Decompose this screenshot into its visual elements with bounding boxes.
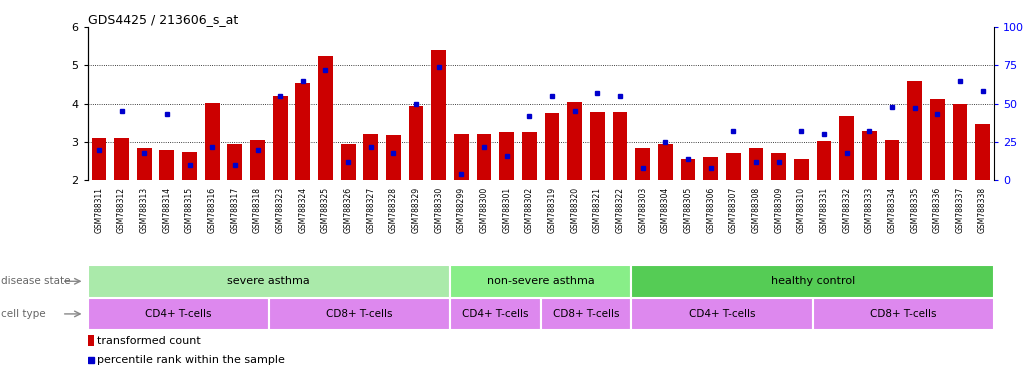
Bar [541,298,631,330]
Bar [269,298,450,330]
Text: healthy control: healthy control [770,276,855,286]
Bar [907,81,922,180]
Text: CD8+ T-cells: CD8+ T-cells [870,309,936,319]
Bar [794,159,809,180]
Bar [885,140,899,180]
Bar [817,141,831,180]
Text: non-severe asthma: non-severe asthma [487,276,594,286]
Bar [953,104,967,180]
Bar [522,132,537,180]
Bar [364,134,378,180]
Bar [318,56,333,180]
Text: CD8+ T-cells: CD8+ T-cells [553,309,619,319]
Bar [749,148,763,180]
Bar [636,148,650,180]
Bar [681,159,695,180]
Bar [454,134,469,180]
Bar [228,144,242,180]
Text: CD4+ T-cells: CD4+ T-cells [145,309,211,319]
Bar [296,83,310,180]
Bar [975,124,990,180]
Text: disease state: disease state [1,276,70,286]
Bar [450,265,631,298]
Bar [92,138,106,180]
Bar [88,335,94,346]
Bar [386,135,401,180]
Text: CD4+ T-cells: CD4+ T-cells [689,309,755,319]
Bar [726,153,741,180]
Bar [631,265,994,298]
Text: severe asthma: severe asthma [228,276,310,286]
Text: percentile rank within the sample: percentile rank within the sample [97,355,284,365]
Bar [862,131,877,180]
Bar [250,140,265,180]
Bar [477,134,491,180]
Bar [658,144,673,180]
Bar [590,112,605,180]
Bar [631,298,813,330]
Bar [182,152,197,180]
Bar [813,298,994,330]
Bar [930,99,945,180]
Bar [450,298,541,330]
Bar [341,144,355,180]
Bar [273,96,287,180]
Bar [137,148,151,180]
Text: CD8+ T-cells: CD8+ T-cells [327,309,392,319]
Bar [703,157,718,180]
Text: cell type: cell type [1,309,45,319]
Bar [500,132,514,180]
Bar [432,50,446,180]
Text: GDS4425 / 213606_s_at: GDS4425 / 213606_s_at [88,13,238,26]
Bar [613,112,627,180]
Text: transformed count: transformed count [97,336,200,346]
Bar [545,113,559,180]
Bar [568,102,582,180]
Bar [409,106,423,180]
Bar [88,298,269,330]
Bar [205,103,219,180]
Bar [839,116,854,180]
Text: CD4+ T-cells: CD4+ T-cells [462,309,528,319]
Bar [114,138,129,180]
Bar [88,265,450,298]
Bar [160,150,174,180]
Bar [771,153,786,180]
